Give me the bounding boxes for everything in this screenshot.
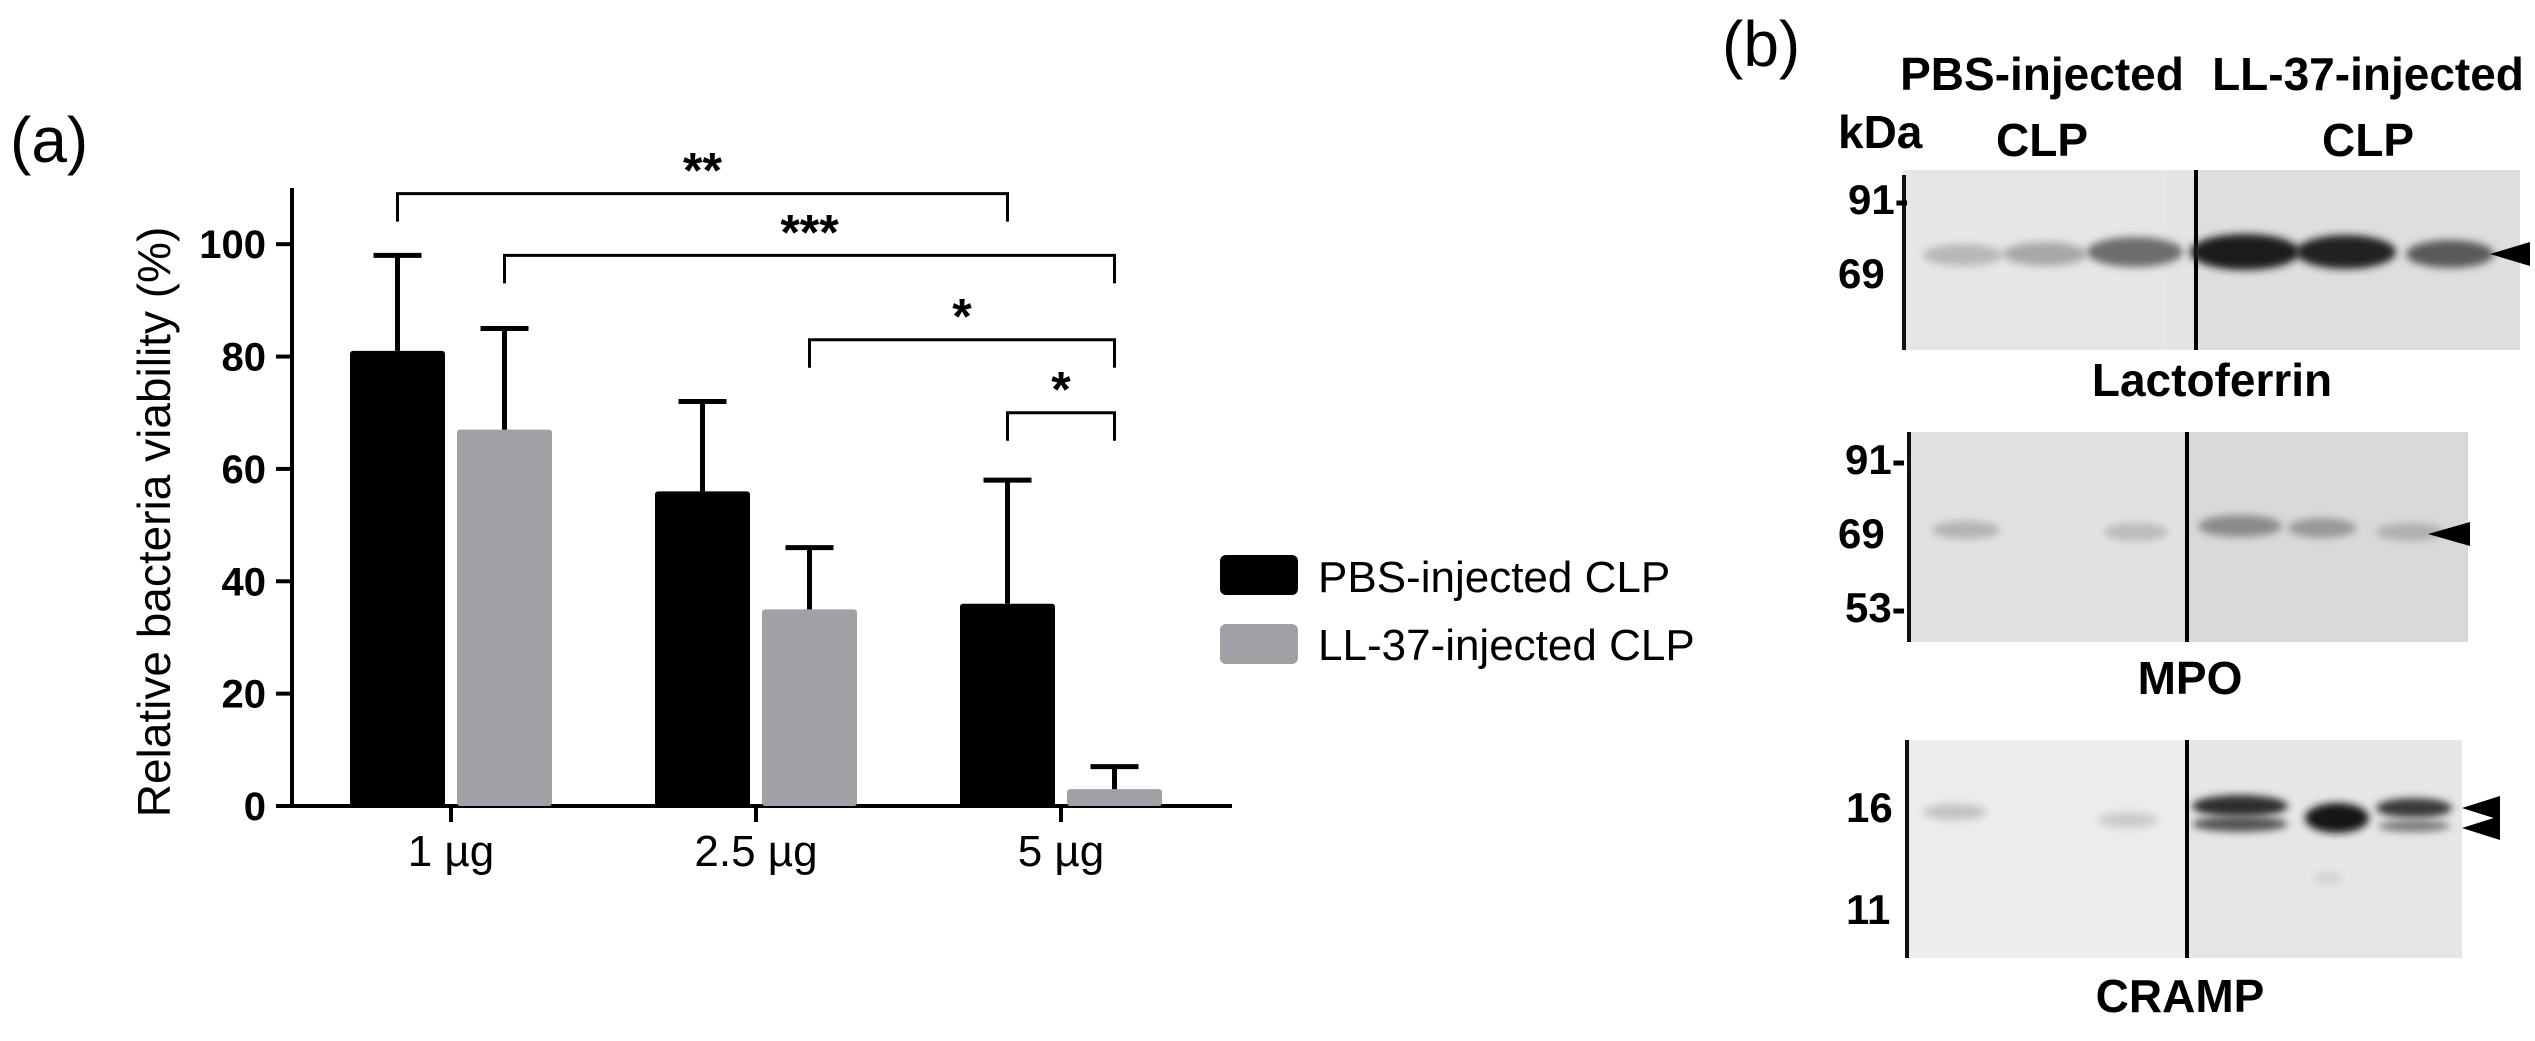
blot-cramp-left bbox=[1906, 740, 2186, 958]
band bbox=[2087, 237, 2183, 267]
blot-cramp-right bbox=[2186, 740, 2462, 958]
y-tick-label: 40 bbox=[222, 560, 267, 604]
bar-pbs bbox=[350, 350, 445, 806]
blot-name-mpo: MPO bbox=[2138, 652, 2243, 704]
band bbox=[2288, 518, 2356, 538]
legend-swatch-pbs bbox=[1220, 555, 1298, 595]
group-header-pbs-line1: PBS-injected bbox=[1900, 48, 2184, 100]
band bbox=[2305, 803, 2369, 833]
bar-chart: Relative bacteria viability (%) 0 20 40 60 8… bbox=[128, 143, 1232, 876]
group-header-ll37-line1: LL-37-injected bbox=[2212, 48, 2524, 100]
x-tick-label: 1 µg bbox=[408, 827, 495, 876]
bar-pbs bbox=[655, 491, 750, 806]
blot-name-cramp: CRAMP bbox=[2096, 970, 2265, 1022]
y-tick-label: 0 bbox=[244, 785, 266, 829]
blot-mpo: 91- 69 53- MPO bbox=[1838, 432, 2470, 704]
significance-bracket bbox=[808, 338, 1116, 368]
lactoferrin-bands bbox=[1923, 234, 2494, 270]
mw-marker-69: 69 bbox=[1838, 510, 1885, 557]
band bbox=[2378, 820, 2450, 832]
band bbox=[2376, 523, 2444, 541]
cramp-bands bbox=[1923, 795, 2452, 884]
kda-label: kDa bbox=[1838, 106, 1923, 158]
y-axis-label: Relative bacteria viability (%) bbox=[128, 227, 180, 818]
bar-ll37 bbox=[1067, 789, 1162, 806]
significance-label: ** bbox=[683, 143, 722, 199]
mw-marker-11: 11 bbox=[1846, 886, 1890, 933]
y-tick-label: 80 bbox=[222, 336, 267, 380]
group-header-ll37-line2: CLP bbox=[2322, 114, 2414, 166]
arrow-icon bbox=[2462, 796, 2500, 820]
bars bbox=[350, 252, 1162, 806]
band bbox=[1932, 521, 2000, 539]
band bbox=[2003, 242, 2087, 266]
legend-label-ll37: LL-37-injected CLP bbox=[1318, 621, 1695, 670]
band bbox=[2098, 812, 2158, 828]
bar-pbs bbox=[960, 603, 1055, 806]
band bbox=[2376, 798, 2452, 818]
band bbox=[1923, 804, 1987, 820]
arrow-icon bbox=[2490, 242, 2530, 266]
band bbox=[2406, 240, 2494, 268]
legend-label-pbs: PBS-injected CLP bbox=[1318, 553, 1670, 602]
blot-name-lactoferrin: Lactoferrin bbox=[2092, 354, 2332, 406]
band bbox=[2192, 816, 2288, 832]
y-tick-label: 60 bbox=[222, 448, 267, 492]
bar-ll37 bbox=[762, 609, 857, 806]
band bbox=[2296, 235, 2396, 269]
significance-brackets: ******* bbox=[396, 143, 1116, 441]
mpo-bands bbox=[1932, 515, 2444, 541]
blot-cramp: 16 11 CRAMP bbox=[1846, 740, 2500, 1022]
group-header-pbs-line2: CLP bbox=[1996, 114, 2088, 166]
significance-bracket bbox=[1006, 411, 1116, 441]
blot-lactoferrin: 91- 69 Lactoferrin bbox=[1838, 170, 2530, 406]
arrow-icon bbox=[2462, 816, 2500, 840]
mw-marker-91: 91- bbox=[1845, 436, 1906, 483]
mw-marker-53: 53- bbox=[1845, 584, 1906, 631]
x-tick-label: 5 µg bbox=[1018, 827, 1105, 876]
legend: PBS-injected CLP LL-37-injected CLP bbox=[1220, 553, 1695, 670]
band bbox=[2104, 523, 2168, 541]
band bbox=[2190, 234, 2300, 270]
panel-label-a: (a) bbox=[10, 104, 88, 176]
x-tick-label: 2.5 µg bbox=[694, 827, 817, 876]
significance-label: * bbox=[952, 289, 972, 345]
significance-bracket bbox=[503, 253, 1116, 284]
band bbox=[2198, 515, 2282, 537]
band bbox=[2192, 795, 2288, 817]
mw-marker-69: 69 bbox=[1838, 250, 1885, 297]
significance-label: * bbox=[1051, 362, 1071, 418]
y-tick-label: 20 bbox=[222, 673, 267, 717]
panel-label-b: (b) bbox=[1722, 8, 1800, 80]
legend-swatch-ll37 bbox=[1220, 624, 1298, 664]
mw-marker-16: 16 bbox=[1846, 784, 1893, 831]
significance-label: *** bbox=[780, 204, 839, 260]
significance-bracket bbox=[396, 192, 1009, 222]
bar-ll37 bbox=[457, 429, 552, 806]
arrow-icon bbox=[2428, 522, 2470, 546]
band bbox=[1923, 244, 2003, 266]
mw-marker-91: 91- bbox=[1848, 176, 1909, 223]
y-tick-label: 100 bbox=[199, 223, 266, 267]
axes: 0 20 40 60 80 100 1 µg 2.5 µg 5 µg bbox=[199, 188, 1232, 876]
